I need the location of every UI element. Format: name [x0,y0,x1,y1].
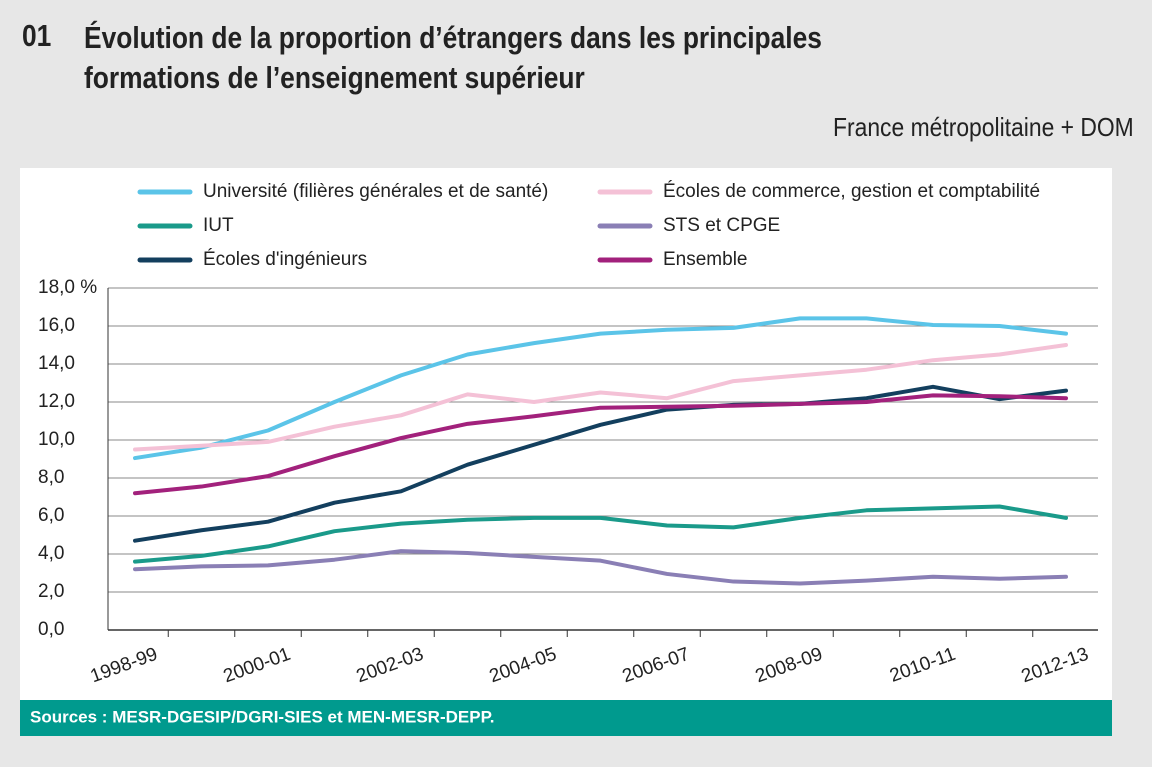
chart-subtitle: France métropolitaine + DOM [833,112,1134,142]
chart-number: 01 [22,18,52,53]
source: Sources : MESR-DGESIP/DGRI-SIES et MEN-M… [30,707,494,726]
y-tick-label: 16,0 [38,315,75,336]
legend-label: Écoles d'ingénieurs [203,249,367,270]
series-line [133,316,1068,461]
legend-label: Écoles de commerce, gestion et comptabil… [663,181,1040,202]
legend-label: Université (filières générales et de san… [203,181,548,202]
legend-label: IUT [203,215,234,236]
y-tick-label: 12,0 [38,391,75,412]
y-tick-label: 18,0 % [38,277,97,298]
y-tick-label: 10,0 [38,429,75,450]
y-tick-label: 0,0 [38,619,64,640]
y-tick-label: 14,0 [38,353,75,374]
series-line [133,343,1068,452]
y-tick-label: 2,0 [38,581,64,602]
series-line [133,504,1068,564]
series-line [133,384,1068,543]
legend-label: STS et CPGE [663,215,780,236]
chart-title: Évolution de la proportion d’étrangers d… [84,20,822,95]
legend-label: Ensemble [663,249,748,270]
y-tick-label: 6,0 [38,505,64,526]
source-bar [20,700,1112,736]
y-tick-label: 8,0 [38,467,64,488]
series-line [133,393,1068,496]
y-tick-label: 4,0 [38,543,64,564]
series-line [133,549,1068,586]
